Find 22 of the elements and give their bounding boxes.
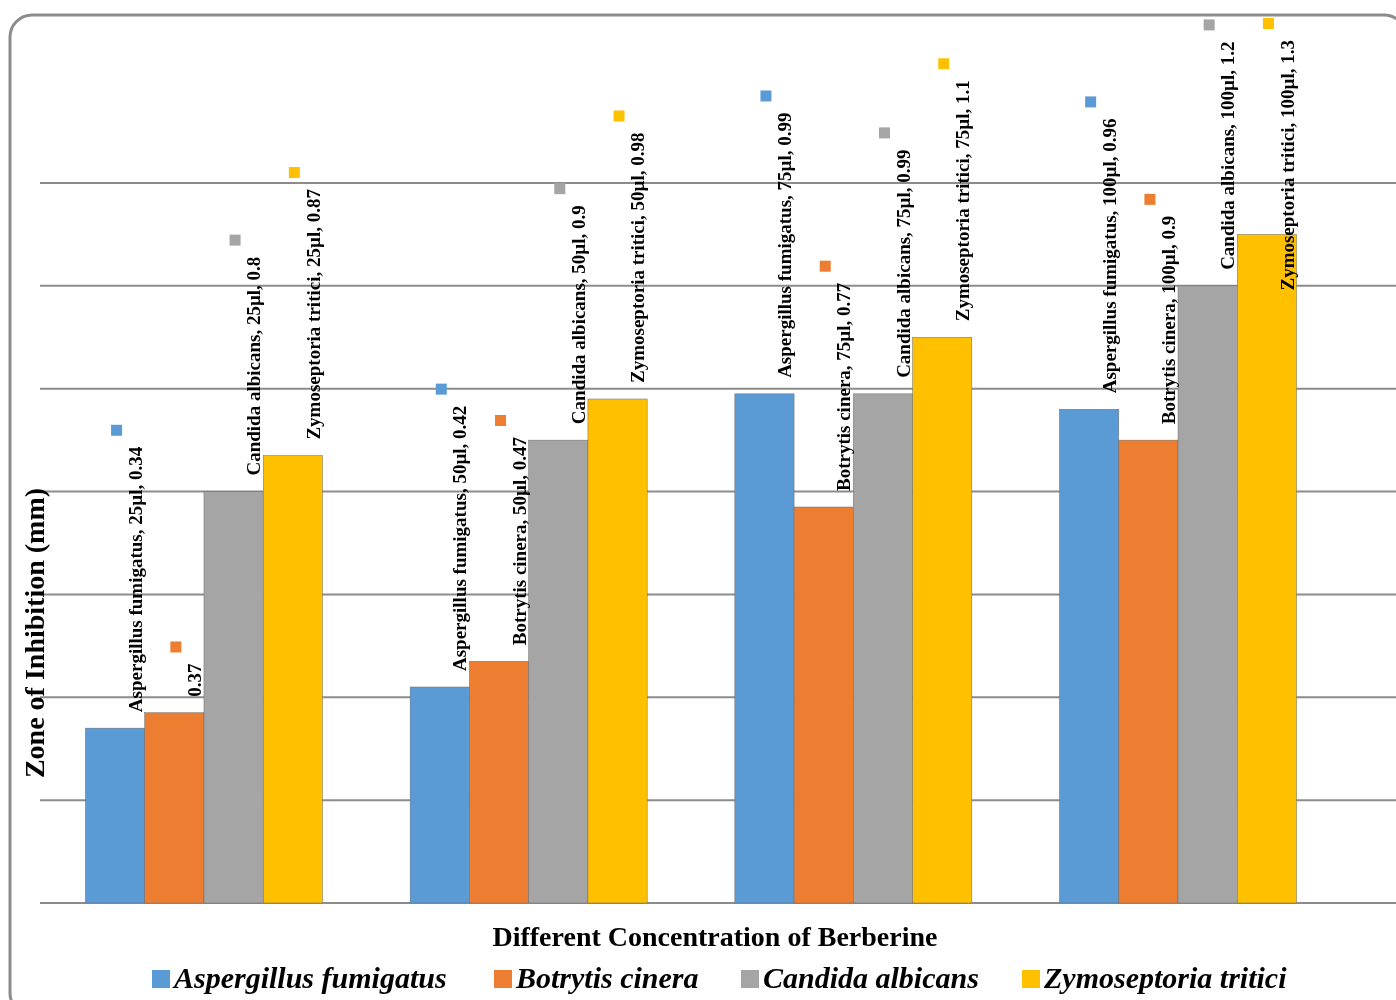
data-label: Candida albicans, 50µl, 0.9 (567, 205, 589, 425)
data-label: Candida albicans, 25µl, 0.8 (243, 256, 265, 476)
legend-label: Zymoseptoria tritici (1043, 961, 1288, 994)
y-axis-title: Zone of Inhibition (mm) (19, 487, 50, 779)
data-label: Zymoseptoria tritici, 25µl, 0.87 (302, 188, 324, 440)
legend-label: Candida albicans (763, 961, 979, 994)
data-label: Aspergillus fumigatus, 25µl, 0.34 (124, 446, 146, 713)
data-label: Zymoseptoria tritici, 100µl, 1.3 (1276, 40, 1298, 291)
data-label: Aspergillus fumigatus, 100µl, 0.96 (1098, 118, 1120, 394)
data-label: Zymoseptoria tritici, 50µl, 0.98 (627, 132, 649, 383)
data-label: Botrytis cinera, 75µl, 0.77 (833, 282, 855, 491)
x-axis-title: Different Concentration of Berberine (492, 921, 938, 952)
data-label: Aspergillus fumigatus, 75µl, 0.99 (774, 112, 796, 378)
legend-label: Aspergillus fumigatus (172, 961, 447, 994)
data-label: Candida albicans, 100µl, 1.2 (1217, 41, 1239, 270)
data-label: Zymoseptoria tritici, 75µl, 1.1 (951, 80, 973, 322)
data-label: Aspergillus fumigatus, 50µl, 0.42 (449, 405, 471, 671)
data-label: Botrytis cinera, 50µl, 0.47 (508, 436, 530, 646)
data-label: Candida albicans, 75µl, 0.99 (892, 149, 914, 378)
data-label: 0.37 (183, 662, 205, 697)
legend-label: Botrytis cinera (515, 961, 699, 994)
data-label: Botrytis cinera, 100µl, 0.9 (1158, 215, 1180, 425)
